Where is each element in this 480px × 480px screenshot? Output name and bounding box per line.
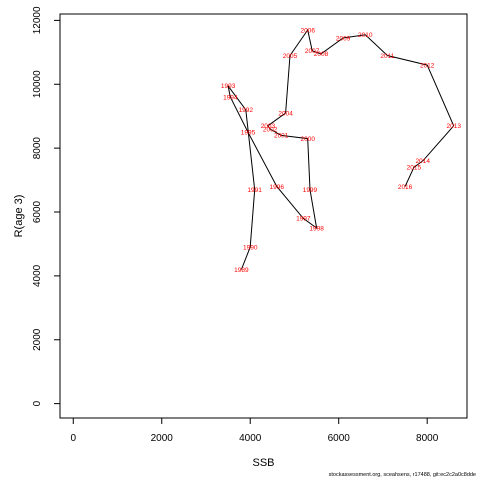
x-tick-label: 2000 (151, 433, 174, 444)
point-label: 1993 (221, 83, 236, 90)
y-tick-label: 4000 (32, 264, 43, 287)
point-label: 2015 (407, 165, 422, 172)
x-tick-label: 8000 (416, 433, 439, 444)
point-label: 2012 (420, 62, 435, 69)
point-label: 2000 (301, 136, 316, 143)
point-label: 2002 (263, 126, 278, 133)
point-label: 1989 (234, 267, 249, 274)
point-label: 1998 (309, 225, 324, 232)
point-label: 2013 (446, 123, 461, 130)
point-label: 2001 (274, 133, 289, 140)
series-line (227, 28, 455, 270)
point-label: 2003 (261, 123, 276, 130)
footer-credit: stockassessment.org, sceahsens, r17488, … (328, 472, 476, 478)
x-axis-title: SSB (252, 457, 274, 469)
y-axis-title: R(age 3) (13, 195, 25, 238)
point-label: 1996 (270, 184, 285, 191)
point-label: 2006 (301, 27, 316, 34)
y-tick-label: 0 (32, 400, 43, 406)
point-label: 2009 (336, 35, 351, 42)
point-label: 1991 (247, 187, 262, 194)
point-labels: 1989 1990 1991 1992 1993 1994 1995 1996 1997 1998… (221, 27, 461, 274)
y-tick-label: 8000 (32, 137, 43, 160)
x-tick-label: 4000 (239, 433, 262, 444)
point-label: 2016 (398, 184, 413, 191)
point-label: 1990 (243, 244, 258, 251)
point-label: 2014 (416, 158, 431, 165)
point-label: 2010 (358, 32, 373, 39)
y-tick-label: 12000 (32, 6, 43, 34)
y-tick-label: 10000 (32, 70, 43, 98)
point-label: 2011 (380, 53, 394, 60)
y-tick-label: 6000 (32, 200, 43, 223)
axes: 0 2000 4000 6000 8000 0 2000 4000 6000 8000 10000 1… (32, 6, 439, 444)
x-tick-label: 0 (70, 433, 76, 444)
point-label: 2007 (305, 48, 320, 55)
point-label: 2005 (283, 53, 298, 60)
point-label: 1994 (223, 94, 238, 101)
point-label: 1999 (303, 187, 318, 194)
point-label: 2004 (278, 110, 293, 117)
point-label: 1997 (296, 216, 311, 223)
point-label: 2008 (314, 51, 329, 58)
y-tick-label: 2000 (32, 328, 43, 351)
plot-frame (59, 13, 468, 419)
point-label: 1992 (239, 107, 254, 114)
x-tick-label: 6000 (328, 433, 351, 444)
point-label: 1995 (241, 129, 256, 136)
